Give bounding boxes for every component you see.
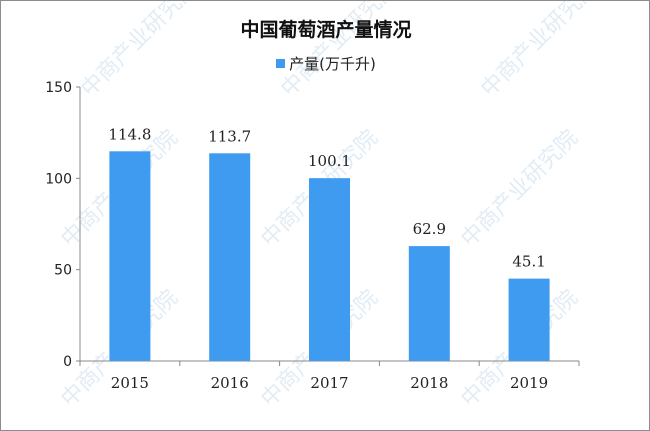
data-label: 113.7 [208,127,251,145]
x-tick-label: 2015 [111,374,149,392]
x-tick-label: 2016 [211,374,249,392]
chart-title: 中国葡萄酒产量情况 [240,19,412,41]
bar-2018 [408,246,450,361]
legend-label: 产量(万千升) [289,55,376,73]
bar-2016 [209,153,251,361]
bar-2015 [109,151,151,361]
x-tick-label: 2017 [310,374,348,392]
bar-2017 [309,178,350,361]
legend-swatch [276,59,286,68]
y-tick-label: 50 [54,263,72,279]
data-label: 114.8 [108,125,151,143]
data-label: 45.1 [512,253,545,271]
bar-2019 [508,278,550,361]
x-tick-label: 2018 [410,374,448,392]
data-label: 62.9 [413,220,446,238]
y-tick-label: 100 [45,171,72,187]
y-tick-label: 0 [63,354,72,370]
data-label: 100.1 [308,152,351,170]
x-tick-label: 2019 [510,374,548,392]
y-tick-label: 150 [45,80,72,96]
legend: 产量(万千升) [1,53,649,74]
